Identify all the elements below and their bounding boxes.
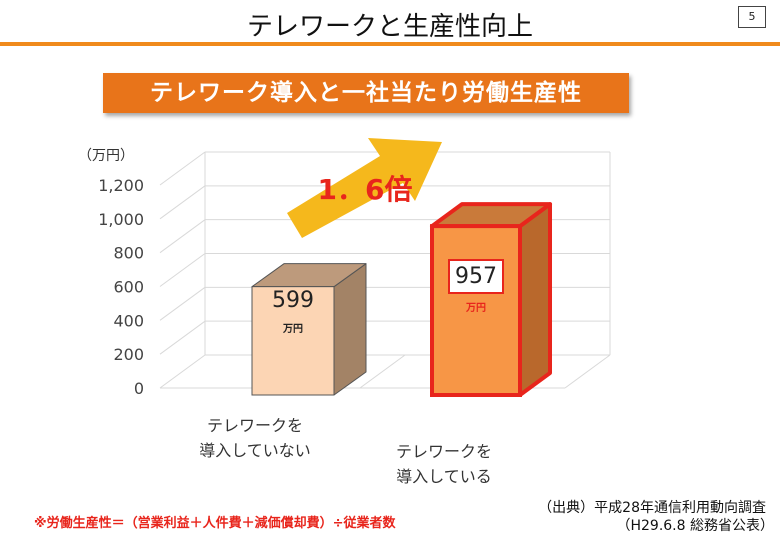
bar-value-unit: 万円 bbox=[465, 302, 486, 314]
y-tick-label: 0 bbox=[134, 379, 144, 398]
y-axis-unit: （万円） bbox=[78, 148, 134, 164]
bar-side bbox=[518, 202, 552, 397]
gridline bbox=[159, 151, 206, 186]
chart-title-banner: テレワーク導入と一社当たり労働生産性 bbox=[103, 73, 629, 113]
floor-divider bbox=[359, 354, 406, 389]
y-axis: 0 200 400 600 800 1,000 1,200 （万円） bbox=[78, 148, 144, 398]
x-category-label: テレワークを bbox=[207, 416, 303, 435]
y-tick-label: 200 bbox=[113, 345, 144, 364]
source-note: （出典）平成28年通信利用動向調査 bbox=[538, 500, 766, 516]
bar bbox=[430, 224, 522, 397]
growth-arrow-shape bbox=[287, 138, 442, 238]
bar-value-label: 599 bbox=[272, 288, 314, 313]
gridline bbox=[159, 320, 206, 355]
chart-title: テレワーク導入と一社当たり労働生産性 bbox=[150, 80, 582, 106]
x-category-label: 導入していない bbox=[199, 441, 311, 460]
gridline bbox=[159, 253, 206, 287]
bar bbox=[251, 286, 335, 396]
y-tick-label: 600 bbox=[113, 278, 144, 297]
y-tick-label: 1,200 bbox=[98, 176, 144, 195]
bar-value-unit: 万円 bbox=[282, 323, 303, 335]
page-number: 5 bbox=[738, 6, 766, 28]
y-tick-label: 800 bbox=[113, 244, 144, 263]
slide-title: テレワークと生産性向上 bbox=[246, 12, 533, 42]
y-tick-label: 400 bbox=[113, 311, 144, 330]
ratio-label: 1．6倍 bbox=[318, 173, 413, 206]
title-divider bbox=[0, 42, 780, 46]
gridline bbox=[159, 354, 206, 389]
gridline bbox=[159, 219, 206, 254]
x-category-label: テレワークを bbox=[396, 442, 492, 461]
footnote: ※労働生産性＝（営業利益＋人件費＋減価償却費）÷従業者数 bbox=[34, 516, 396, 531]
bar-value-label: 957 bbox=[455, 264, 497, 289]
gridline bbox=[159, 185, 206, 220]
bar-series: 599 万円 957 万円 bbox=[251, 202, 552, 397]
floor-edge bbox=[564, 354, 611, 389]
value-label-box bbox=[448, 259, 504, 294]
x-category-label: 導入している bbox=[396, 467, 492, 486]
gridline bbox=[159, 286, 206, 321]
source-note-date: （H29.6.8 総務省公表） bbox=[616, 518, 774, 534]
y-tick-label: 1,000 bbox=[98, 210, 144, 229]
growth-arrow: 1．6倍 bbox=[287, 138, 442, 238]
